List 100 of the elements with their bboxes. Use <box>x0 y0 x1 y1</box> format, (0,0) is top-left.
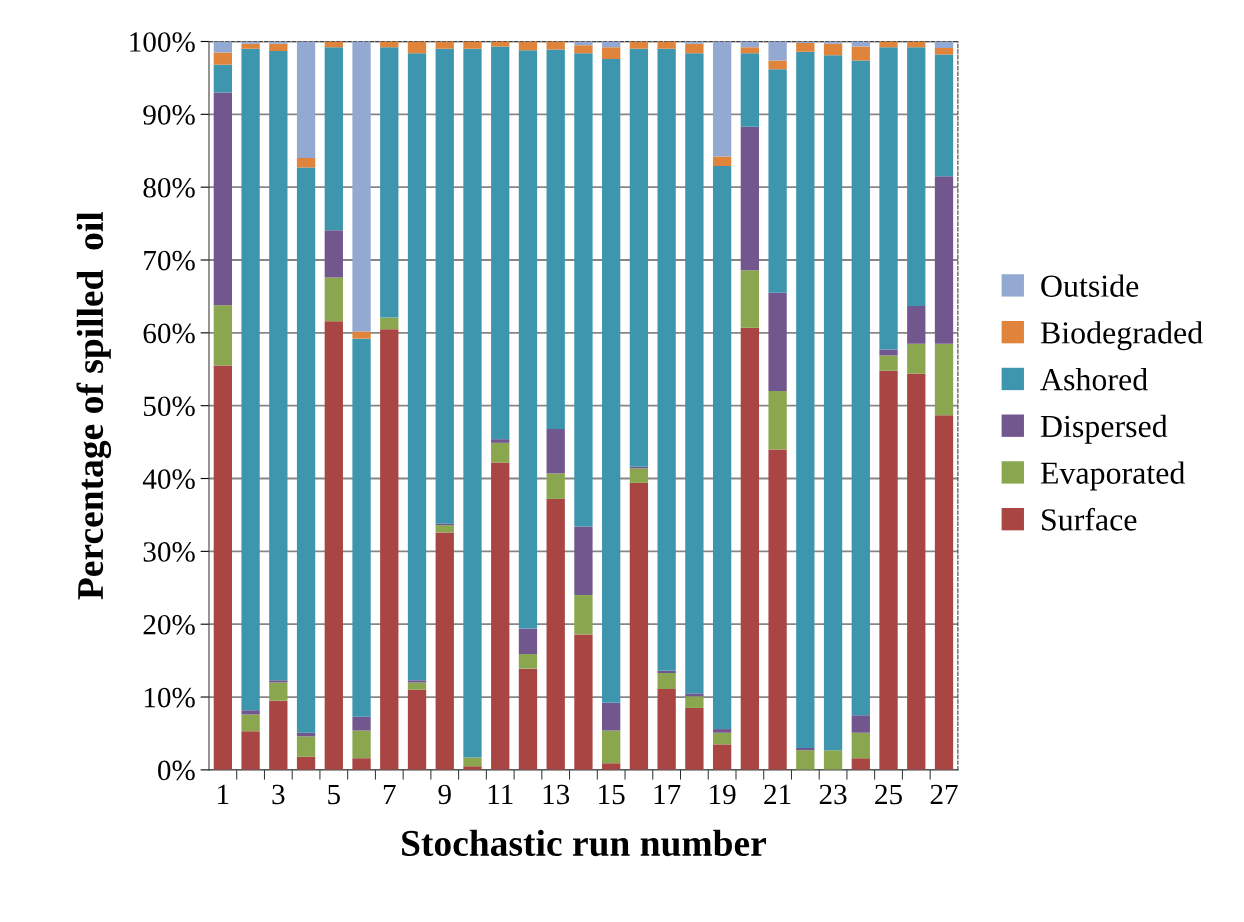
bar <box>296 41 316 159</box>
bar <box>934 48 954 55</box>
bar <box>879 370 898 770</box>
bar <box>241 731 260 770</box>
bar <box>352 41 371 332</box>
bar <box>213 52 233 65</box>
bar <box>685 43 704 54</box>
bar <box>518 668 538 770</box>
x-tick-label: 21 <box>764 784 791 804</box>
bar <box>602 702 621 731</box>
bar <box>213 365 233 770</box>
y-tick-label: 100% <box>130 32 195 52</box>
y-tick-label: 30% <box>143 542 195 562</box>
x-tick-label: 1 <box>218 784 229 804</box>
bar <box>352 758 371 770</box>
bar <box>796 42 815 52</box>
bar <box>574 53 593 527</box>
bar <box>269 50 288 681</box>
bar <box>602 730 621 764</box>
bar <box>407 53 427 681</box>
bar <box>934 415 954 770</box>
bar <box>685 693 704 697</box>
legend-label: Ashored <box>1040 367 1148 391</box>
bar <box>380 47 399 318</box>
bar <box>518 628 538 655</box>
bar <box>435 41 454 49</box>
bar <box>574 526 593 596</box>
bar <box>907 305 926 344</box>
x-tick-label: 5 <box>328 784 340 805</box>
bar <box>352 730 371 759</box>
bar <box>241 48 260 711</box>
bar <box>712 729 732 733</box>
legend-label: Dispersed <box>1040 414 1168 444</box>
bar <box>324 47 343 231</box>
bar <box>685 53 704 694</box>
bar <box>213 92 233 306</box>
y-tick-label: 40% <box>142 469 195 490</box>
x-tick-label: 23 <box>819 784 847 805</box>
bar <box>435 48 454 524</box>
bar <box>796 748 815 751</box>
bar <box>796 51 815 749</box>
legend-label: Evaporated <box>1040 461 1185 491</box>
bar <box>712 156 732 167</box>
bar <box>934 176 954 344</box>
bar <box>435 532 454 770</box>
y-tick-label: 80% <box>143 177 195 198</box>
bar <box>463 757 482 767</box>
bar <box>352 338 371 717</box>
bar <box>296 736 316 757</box>
bar <box>851 60 870 716</box>
bar <box>657 48 676 671</box>
x-tick-label: 27 <box>930 784 958 804</box>
bar <box>546 41 565 50</box>
bar <box>296 756 316 770</box>
bar <box>407 680 427 683</box>
bar <box>768 449 787 770</box>
bar <box>380 329 399 770</box>
bar <box>823 43 843 56</box>
bar <box>740 270 760 328</box>
legend-label: Surface <box>1042 507 1137 531</box>
bar <box>435 525 454 533</box>
bar <box>629 48 649 467</box>
bar <box>768 60 787 70</box>
bar <box>463 48 482 758</box>
x-tick-label: 15 <box>599 784 625 805</box>
bar <box>851 732 870 759</box>
bar <box>491 46 510 440</box>
y-tick-label: 60% <box>143 323 195 344</box>
bar <box>796 750 815 770</box>
bar <box>629 468 649 483</box>
bar <box>768 41 787 61</box>
bar <box>269 700 288 770</box>
bar <box>657 41 676 49</box>
y-tick-label: 90% <box>143 105 195 125</box>
bar <box>823 55 843 751</box>
bar <box>851 46 870 61</box>
bar <box>518 41 538 51</box>
bar <box>491 442 510 463</box>
bar <box>574 45 593 54</box>
bar <box>934 41 954 49</box>
bar <box>712 732 732 745</box>
bar <box>269 41 288 44</box>
y-tick-label: 50% <box>144 396 195 417</box>
bar <box>269 43 288 51</box>
bar <box>296 167 316 733</box>
bar <box>213 41 233 53</box>
bar <box>851 715 870 733</box>
bar <box>879 355 898 371</box>
legend-label: Biodegraded <box>1040 321 1203 351</box>
bar <box>213 305 233 366</box>
legend-label: Outside <box>1041 274 1139 297</box>
bar <box>491 462 510 770</box>
bar <box>740 327 760 770</box>
bar <box>546 428 565 474</box>
bar <box>879 47 898 350</box>
bar <box>380 317 399 330</box>
bar <box>712 41 732 157</box>
bar <box>269 682 288 701</box>
x-tick-label: 9 <box>438 784 451 805</box>
bar <box>546 498 565 770</box>
